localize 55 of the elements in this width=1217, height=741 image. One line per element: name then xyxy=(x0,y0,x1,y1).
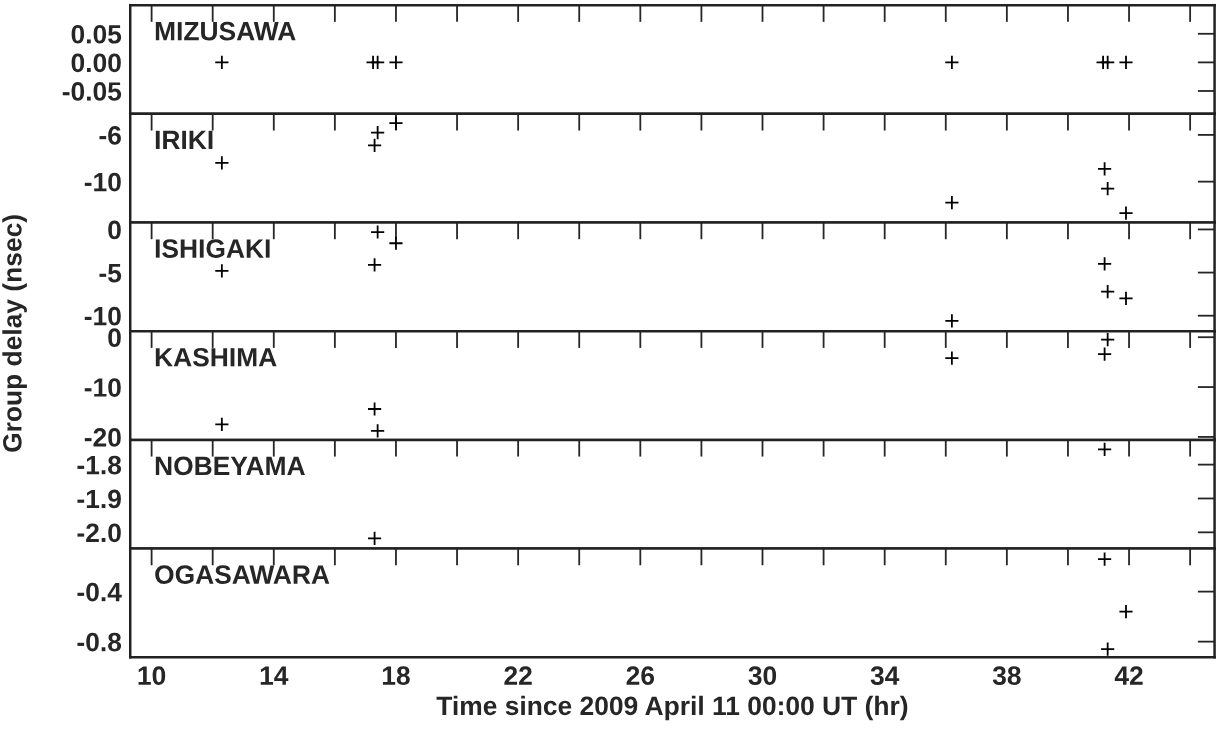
point xyxy=(1097,256,1113,272)
y-tick-label: -0.8 xyxy=(77,632,122,652)
annotation: KASHIMA xyxy=(155,347,277,367)
x-tick-label: 38 xyxy=(992,666,1021,686)
x-axis-title: Time since 2009 April 11 00:00 UT (hr) xyxy=(436,695,908,721)
annotation: OGASAWARA xyxy=(155,565,330,584)
point xyxy=(1100,181,1116,197)
annotation: NOBEYAMA xyxy=(155,456,305,476)
y-tick-label: -1.9 xyxy=(77,489,121,509)
point xyxy=(944,195,960,211)
y-tick-label: -0.05 xyxy=(62,82,122,101)
y-tick-label: -10 xyxy=(84,172,121,192)
y-tick-label: 0.00 xyxy=(71,53,121,73)
y-tick-label: -6 xyxy=(99,126,121,145)
y-tick-label: -0.4 xyxy=(77,582,122,602)
y-tick-label: -5 xyxy=(99,263,122,283)
point xyxy=(214,155,230,171)
point xyxy=(388,115,404,131)
annotation: ISHIGAKI xyxy=(155,239,270,258)
point xyxy=(367,137,383,153)
x-tick-label: 10 xyxy=(138,666,166,685)
point xyxy=(370,125,386,141)
point xyxy=(214,416,230,432)
point xyxy=(1100,332,1116,348)
y-tick-label: 0.05 xyxy=(71,24,122,44)
y-tick-label: 0 xyxy=(108,328,121,348)
x-tick-label: 22 xyxy=(504,666,532,685)
y-tick-label: -1.8 xyxy=(77,455,122,475)
y-tick-label: -10 xyxy=(84,378,121,397)
point xyxy=(367,401,383,417)
point xyxy=(1097,346,1113,362)
y-tick-label: -2.0 xyxy=(77,523,121,543)
x-tick-label: 14 xyxy=(260,666,289,685)
x-tick-label: 42 xyxy=(1114,666,1143,685)
point xyxy=(1097,161,1113,177)
y-tick-label: -20 xyxy=(84,428,121,447)
x-tick-label: 18 xyxy=(382,666,410,685)
y-axis-title: Group delay (nsec) xyxy=(2,215,27,452)
point xyxy=(944,350,960,366)
point xyxy=(370,224,386,240)
annotation: IRIKI xyxy=(155,130,213,149)
point xyxy=(214,263,230,279)
point xyxy=(1100,284,1116,300)
annotation: MIZUSAWA xyxy=(155,21,296,41)
x-tick-label: 30 xyxy=(748,666,777,686)
x-tick-label: 34 xyxy=(870,666,900,686)
y-tick-label: -10 xyxy=(84,306,121,326)
point xyxy=(370,423,386,439)
y-tick-label: 0 xyxy=(108,220,121,240)
point xyxy=(1118,290,1134,306)
point xyxy=(388,235,404,251)
point xyxy=(944,313,960,329)
x-tick-label: 26 xyxy=(626,666,655,685)
point xyxy=(367,257,383,273)
point xyxy=(1118,205,1134,221)
